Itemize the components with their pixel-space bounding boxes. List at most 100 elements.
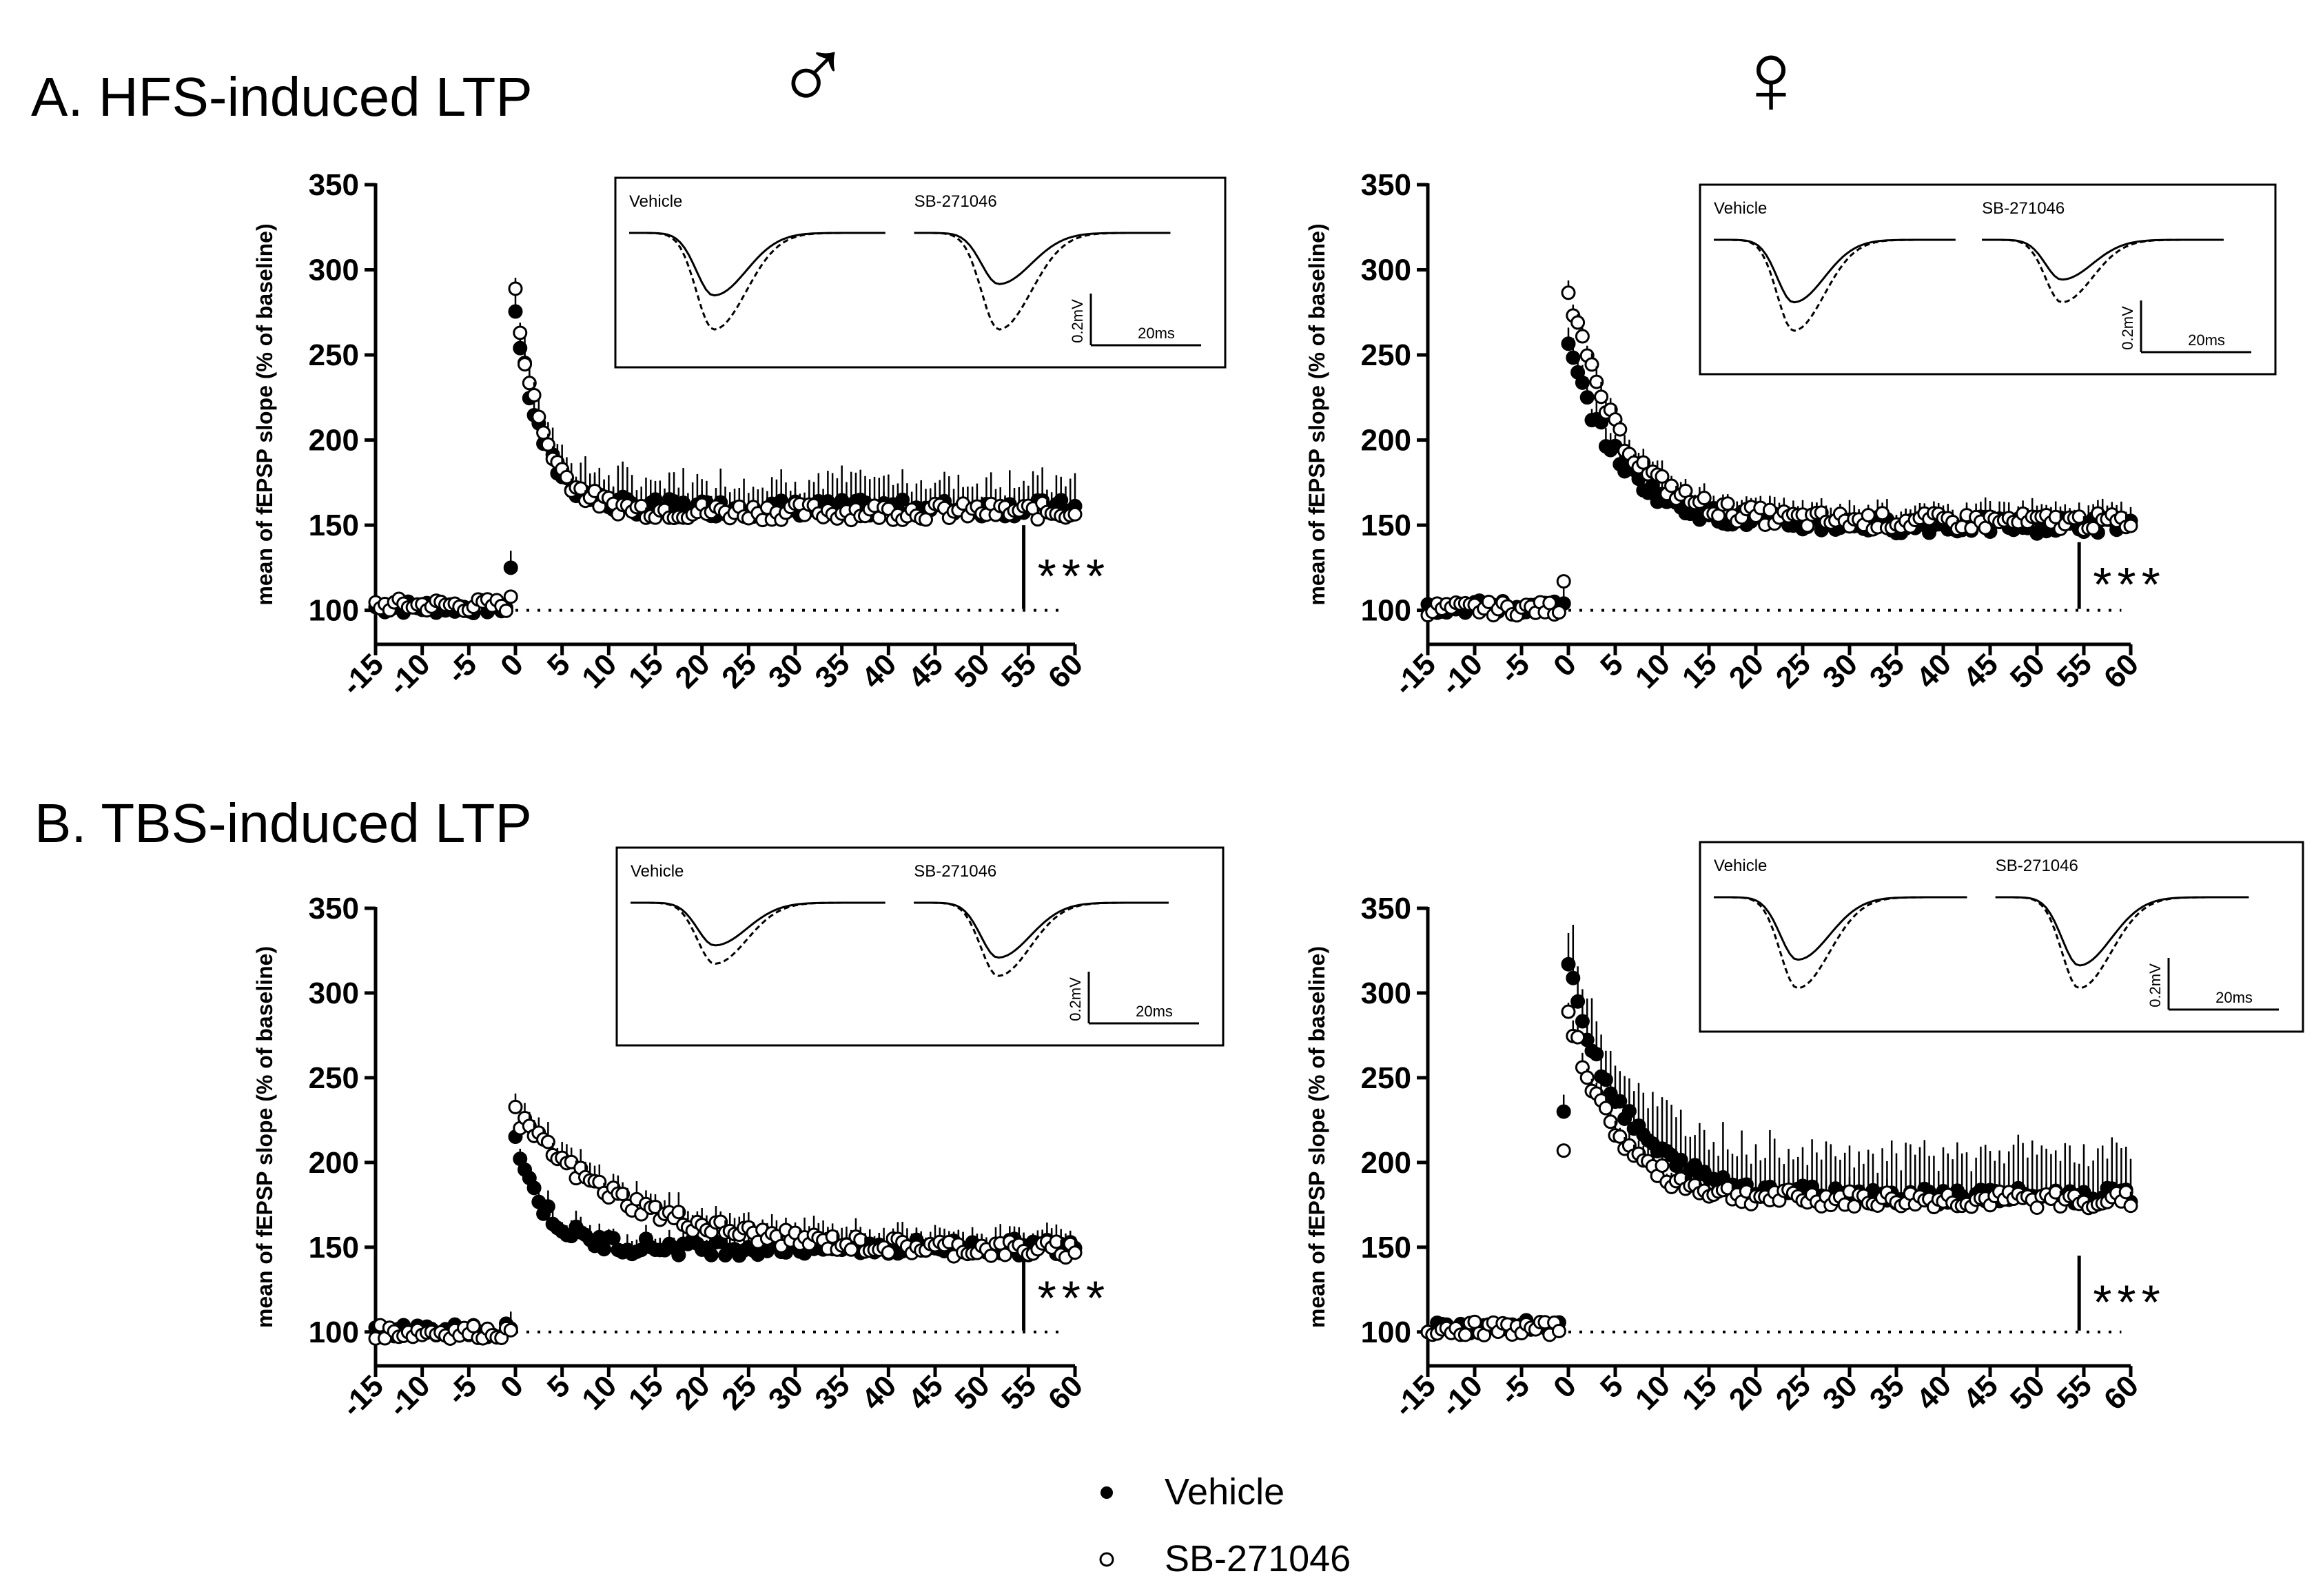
data-point-sb-271046 [503,1322,518,1338]
series-sb-271046 [1420,1003,2138,1342]
y-tick-label: 200 [309,1146,359,1180]
male-symbol: ♂ [775,17,852,132]
x-tick-label: -15 [1387,1369,1442,1424]
x-tick-label: 50 [948,1369,996,1416]
data-point-sb-271046 [648,1199,663,1214]
data-point-sb-271046 [1551,605,1566,620]
inset-vehicle-label: Vehicle [1714,199,1767,218]
data-point-sb-271046 [1594,389,1609,405]
y-tick-label: 200 [1361,1146,1411,1180]
inset-trace-vehicle-baseline [629,232,885,297]
data-point-sb-271046 [1049,1234,1064,1249]
x-tick-label: 35 [1863,647,1911,695]
y-tick-label: 150 [1361,1231,1411,1265]
x-tick-label: 30 [762,1369,810,1416]
scale-time-label: 20ms [2188,331,2225,349]
x-tick-label: 5 [1594,1369,1630,1404]
data-point-sb-271046 [1598,1101,1613,1116]
scale-voltage-label: 0.2mV [2119,306,2136,350]
x-tick-label: 20 [668,647,716,695]
scale-voltage-label: 0.2mV [2147,963,2164,1007]
y-tick-label: 250 [309,338,359,372]
data-point-sb-271046 [522,376,537,391]
inset-trace-vehicle-ltp [629,232,885,331]
data-point-sb-271046 [508,1099,523,1114]
x-tick-label: -10 [1434,647,1489,702]
x-tick-label: -15 [335,1369,390,1424]
x-tick-label: 35 [808,1369,856,1416]
inset-sb-label: SB-271046 [1996,857,2078,875]
data-point-sb-271046 [634,498,649,513]
data-point-vehicle [1556,1104,1571,1119]
x-tick-label: 35 [1863,1369,1911,1416]
data-point-sb-271046 [508,281,523,296]
data-point-sb-271046 [1067,1245,1083,1260]
inset-trace-vehicle-ltp [631,901,885,965]
data-point-sb-271046 [466,1318,481,1333]
inset-frame [1699,841,2304,1033]
legend-vehicle-label: Vehicle [1165,1471,1284,1513]
x-tick-label: 45 [902,647,950,695]
data-point-sb-271046 [1603,1114,1618,1129]
inset-vehicle-label: Vehicle [1714,857,1767,875]
inset-sb-label: SB-271046 [914,862,996,881]
scale-time-label: 20ms [1136,1003,1173,1020]
data-point-sb-271046 [526,387,542,402]
data-point-sb-271046 [573,481,588,496]
y-tick-label: 100 [309,1316,359,1349]
x-tick-label: 60 [1042,1369,1089,1416]
data-point-sb-271046 [1861,508,1876,523]
data-point-sb-271046 [540,1134,555,1149]
data-point-vehicle [1598,1072,1613,1087]
x-tick-label: 15 [622,1369,670,1416]
x-tick-label: -15 [335,647,390,702]
data-point-sb-271046 [1697,491,1712,506]
scale-voltage-label: 0.2mV [1069,299,1086,343]
x-tick-label: -15 [1387,647,1442,702]
data-point-sb-271046 [1561,1004,1576,1019]
data-point-sb-271046 [1481,594,1496,609]
data-point-sb-271046 [536,425,551,440]
x-tick-label: 55 [995,647,1043,695]
y-axis-label: mean of fEPSP slope (% of baseline) [1304,946,1329,1328]
y-tick-label: 350 [1361,168,1411,202]
x-tick-label: -5 [1493,647,1536,690]
data-point-vehicle [704,1247,719,1262]
inset-trace-vehicle-ltp [1714,896,1967,990]
section-title-b: B. TBS-induced LTP [34,792,532,854]
x-tick-label: 15 [1676,1369,1723,1416]
x-tick-label: 25 [1770,1369,1817,1416]
data-point-sb-271046 [2123,518,2138,533]
x-tick-label: 25 [1770,647,1817,695]
inset-trace-sb-baseline [914,232,1171,285]
data-point-sb-271046 [1655,1158,1670,1173]
x-tick-label: 15 [1676,647,1723,695]
x-tick-label: 60 [2098,647,2145,695]
data-point-vehicle [895,492,910,507]
inset-trace-sb-ltp [1982,238,2224,304]
data-point-vehicle [1575,1014,1590,1029]
data-point-sb-271046 [671,1205,686,1220]
inset-sb-label: SB-271046 [1982,199,2065,218]
x-tick-label: -5 [440,647,483,690]
data-point-vehicle [1566,350,1581,365]
x-tick-label: 40 [1910,1369,1958,1416]
y-tick-label: 250 [1361,1061,1411,1095]
y-axis-label: mean of fEPSP slope (% of baseline) [252,946,277,1328]
data-point-sb-271046 [1612,1129,1628,1144]
data-point-sb-271046 [1762,502,1777,518]
data-point-vehicle [597,1242,612,1257]
inset-traces: Vehicle SB-271046 0.2mV 20ms [1699,183,2277,376]
data-point-sb-271046 [1556,1143,1571,1158]
data-point-sb-271046 [1720,496,1735,511]
x-tick-label: -10 [1434,1369,1489,1424]
series-sb-271046 [368,278,1083,618]
significance-stars: *** [2093,557,2166,611]
data-point-vehicle [526,1180,542,1196]
x-tick-label: 45 [1957,647,2005,695]
x-tick-label: 55 [2051,647,2098,695]
chart-panel-a-male: 100 150 200 250 300 350 -15-10 -5 0 5101520253035… [252,168,1227,702]
data-point-vehicle [1561,956,1576,972]
y-tick-label: 150 [309,1231,359,1265]
